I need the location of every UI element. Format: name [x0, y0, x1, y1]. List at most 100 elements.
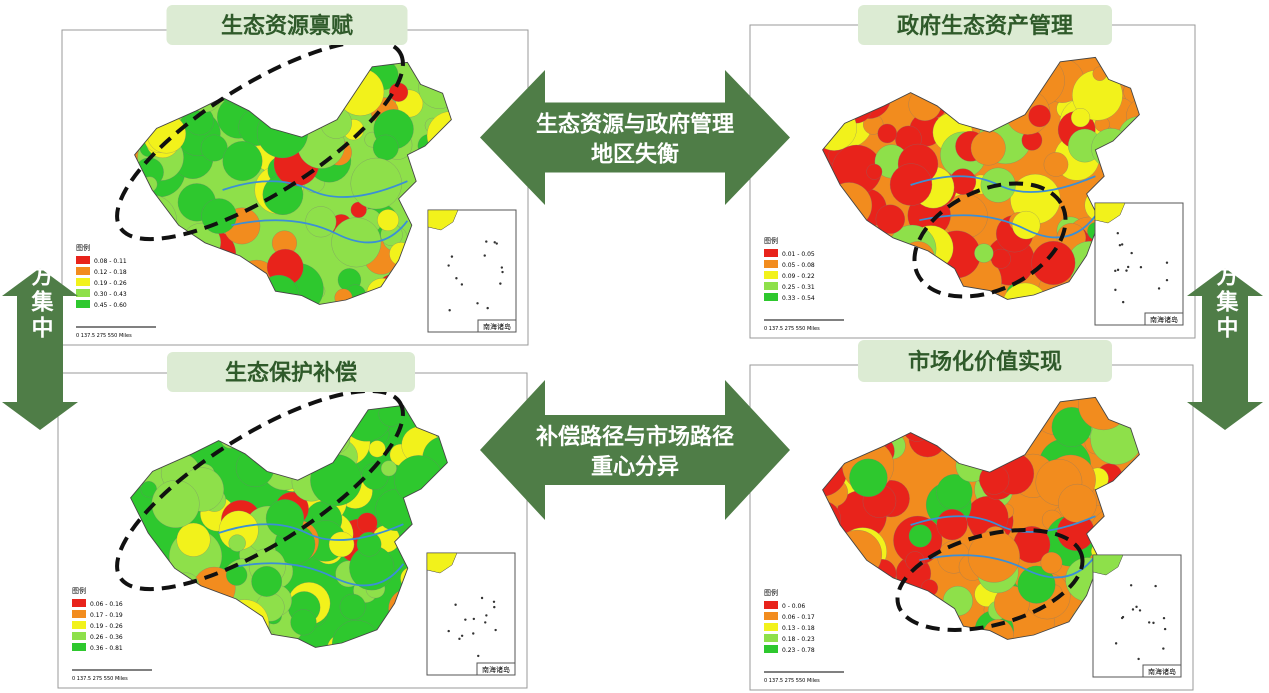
region: [222, 141, 263, 181]
island: [1135, 605, 1138, 609]
region: [328, 531, 355, 558]
island: [472, 617, 476, 621]
side-arrow: [2, 268, 78, 430]
island: [1121, 300, 1125, 304]
region: [265, 499, 304, 538]
island: [499, 282, 502, 285]
island: [1118, 244, 1122, 247]
region: [967, 530, 1020, 583]
legend-swatch: [72, 621, 86, 629]
legend-label: 0.36 - 0.81: [90, 645, 123, 652]
inset-label-box: [477, 319, 517, 333]
legend-swatch: [764, 260, 778, 268]
island: [1120, 616, 1124, 620]
legend-swatch: [76, 300, 90, 308]
highlight-ellipse: [912, 181, 1068, 299]
region: [970, 130, 1006, 166]
legend-label: 0.09 - 0.22: [782, 273, 815, 280]
island: [472, 632, 475, 635]
highlight-ellipse: [115, 388, 405, 592]
island: [1138, 609, 1142, 612]
island: [454, 603, 457, 606]
legend-label: 0.25 - 0.31: [782, 284, 815, 291]
inset-label: 南海诸岛: [1150, 315, 1178, 324]
island: [476, 302, 479, 305]
region: [1058, 483, 1097, 523]
arrow-text: 地区失衡: [591, 142, 679, 168]
legend-label: 0.19 - 0.26: [94, 280, 127, 287]
legend-label: 0.45 - 0.60: [94, 302, 127, 309]
island: [1116, 232, 1119, 235]
island: [1162, 647, 1165, 650]
legend-swatch: [76, 267, 90, 275]
side-label: 北方集中: [28, 238, 55, 342]
island: [494, 628, 497, 632]
island: [447, 629, 450, 633]
side-label: 南方集中: [1213, 238, 1240, 342]
island: [1152, 621, 1155, 625]
region: [290, 609, 317, 636]
region: [1017, 565, 1056, 604]
river: [222, 180, 409, 244]
legend-label: 0.33 - 0.54: [782, 295, 815, 302]
region: [908, 524, 932, 548]
legend-label: 0.08 - 0.11: [94, 258, 127, 265]
legend-swatch: [764, 634, 778, 642]
island: [485, 614, 488, 617]
island: [1125, 269, 1128, 272]
legend-swatch: [764, 645, 778, 653]
island: [1157, 287, 1161, 290]
island: [460, 283, 464, 286]
region: [372, 134, 399, 161]
legend-label: 0.06 - 0.16: [90, 601, 123, 608]
island: [450, 255, 454, 258]
legend-swatch: [72, 632, 86, 640]
legend-label: 0.06 - 0.17: [782, 614, 815, 621]
scale-label: 0 137.5 275 550 Miles: [764, 678, 820, 684]
region: [936, 509, 968, 541]
island: [1165, 261, 1169, 264]
island: [483, 254, 486, 257]
region: [357, 512, 378, 533]
legend-swatch: [764, 612, 778, 620]
double-arrow: [480, 70, 790, 205]
legend-swatch: [76, 278, 90, 286]
island: [448, 309, 451, 312]
legend-label: 0.23 - 0.78: [782, 647, 815, 654]
legend-swatch: [764, 249, 778, 257]
region: [305, 206, 337, 238]
region: [228, 534, 246, 552]
side-arrow: [1187, 268, 1263, 430]
legend-swatch: [764, 601, 778, 609]
region: [849, 458, 888, 497]
inset-land: [1092, 554, 1124, 576]
region: [251, 566, 282, 597]
island: [486, 306, 489, 310]
river: [910, 515, 1097, 579]
region: [380, 460, 397, 477]
inset-label-box: [1142, 664, 1182, 678]
legend-swatch: [764, 271, 778, 279]
island: [1163, 627, 1167, 631]
legend-label: 0.17 - 0.19: [90, 612, 123, 619]
region: [1031, 241, 1076, 285]
panel-title: 政府生态资产管理: [897, 13, 1073, 39]
panel-title-box: [858, 5, 1112, 45]
island: [484, 621, 487, 624]
legend-swatch: [764, 293, 778, 301]
region: [368, 440, 386, 458]
region: [875, 204, 905, 234]
region: [877, 123, 897, 144]
panel-title: 市场化价值实现: [908, 349, 1062, 375]
legend-swatch: [72, 643, 86, 651]
island: [477, 654, 480, 658]
legend-title: 图例: [764, 588, 778, 597]
inset-box: [1094, 202, 1184, 326]
island: [493, 605, 496, 609]
panel-title-box: [858, 340, 1112, 382]
inset-box: [1092, 554, 1182, 678]
inset-label: 南海诸岛: [483, 322, 511, 331]
island: [1162, 616, 1166, 620]
island: [455, 277, 458, 280]
